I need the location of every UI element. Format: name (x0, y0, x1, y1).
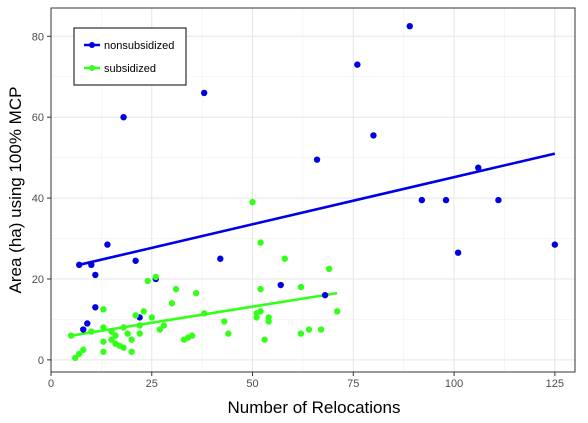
y-tick-label: 40 (32, 193, 44, 205)
point-subsidized (249, 198, 256, 206)
point-subsidized (88, 328, 95, 335)
point-nonsubsidized (370, 132, 377, 139)
legend-label-subsidized: subsidized (104, 63, 156, 75)
point-subsidized (156, 326, 164, 333)
point-nonsubsidized (406, 23, 413, 30)
y-tick-label: 0 (38, 355, 44, 367)
point-subsidized (132, 312, 139, 319)
x-axis-ticks: 0 25 50 75 100 125 (48, 372, 564, 390)
point-subsidized (100, 306, 107, 313)
point-subsidized (297, 330, 305, 337)
point-subsidized (253, 314, 260, 321)
point-subsidized (67, 332, 75, 339)
point-subsidized (108, 328, 115, 335)
legend-key-point-nonsubsidized (89, 42, 95, 48)
y-tick-label: 60 (32, 112, 44, 124)
point-nonsubsidized (120, 114, 127, 121)
point-subsidized (76, 350, 83, 357)
point-subsidized (120, 344, 127, 351)
point-subsidized (160, 322, 168, 329)
point-subsidized (100, 324, 107, 331)
point-nonsubsidized (454, 249, 462, 256)
legend: nonsubsidized subsidized (73, 27, 187, 86)
point-nonsubsidized (76, 261, 83, 269)
point-nonsubsidized (80, 326, 87, 333)
x-tick-label: 75 (347, 378, 359, 390)
x-tick-label: 0 (48, 378, 54, 390)
point-nonsubsidized (418, 196, 426, 204)
point-nonsubsidized (321, 291, 329, 299)
point-subsidized (333, 308, 341, 315)
point-subsidized (192, 289, 200, 297)
y-tick-label: 80 (32, 31, 44, 43)
point-subsidized (100, 338, 107, 345)
plot-border (50, 7, 576, 373)
point-subsidized (168, 300, 176, 307)
point-subsidized (136, 322, 143, 329)
point-subsidized (80, 346, 87, 353)
point-subsidized (305, 326, 313, 333)
point-nonsubsidized (551, 241, 559, 248)
data-points (67, 23, 559, 362)
point-subsidized (281, 255, 288, 262)
point-subsidized (124, 330, 131, 337)
point-subsidized (120, 324, 127, 331)
point-nonsubsidized (200, 89, 208, 97)
point-nonsubsidized (217, 255, 224, 262)
point-subsidized (112, 332, 119, 339)
point-subsidized (148, 314, 155, 321)
point-subsidized (265, 318, 272, 325)
legend-key-point-subsidized (89, 65, 95, 71)
point-nonsubsidized (92, 304, 99, 311)
point-subsidized (257, 285, 264, 293)
point-subsidized (100, 348, 107, 355)
point-nonsubsidized (277, 281, 284, 289)
point-subsidized (128, 336, 135, 343)
point-nonsubsidized (84, 320, 91, 327)
point-nonsubsidized (495, 196, 502, 204)
trend-line-nonsubsidized (78, 152, 556, 267)
point-subsidized (152, 273, 159, 281)
y-axis-ticks: 0 20 40 60 80 (32, 31, 51, 367)
point-subsidized (144, 277, 151, 285)
point-nonsubsidized (313, 156, 321, 163)
point-nonsubsidized (88, 261, 95, 269)
point-subsidized (200, 310, 208, 317)
x-tick-label: 50 (246, 378, 258, 390)
y-axis-title: Area (ha) using 100% MCP (6, 87, 25, 294)
point-nonsubsidized (442, 196, 450, 204)
point-subsidized (172, 285, 180, 293)
point-subsidized (108, 336, 115, 343)
legend-label-nonsubsidized: nonsubsidized (104, 40, 174, 52)
legend-box (73, 27, 187, 86)
x-tick-label: 125 (546, 378, 564, 390)
point-subsidized (136, 330, 143, 337)
point-nonsubsidized (475, 164, 482, 171)
point-subsidized (225, 330, 232, 337)
point-subsidized (221, 318, 228, 325)
point-subsidized (257, 308, 264, 315)
x-tick-label: 25 (146, 378, 158, 390)
point-subsidized (128, 348, 135, 355)
x-tick-label: 100 (445, 378, 463, 390)
point-subsidized (317, 326, 325, 333)
point-nonsubsidized (92, 271, 99, 279)
point-nonsubsidized (132, 257, 139, 264)
point-subsidized (71, 354, 79, 362)
point-subsidized (261, 336, 268, 343)
point-nonsubsidized (104, 241, 111, 248)
point-subsidized (325, 265, 333, 273)
point-subsidized (188, 332, 196, 339)
y-tick-label: 20 (32, 274, 44, 286)
x-axis-title: Number of Relocations (228, 398, 401, 417)
point-subsidized (257, 239, 264, 246)
point-subsidized (297, 283, 305, 291)
point-nonsubsidized (354, 61, 361, 68)
point-subsidized (140, 308, 147, 315)
